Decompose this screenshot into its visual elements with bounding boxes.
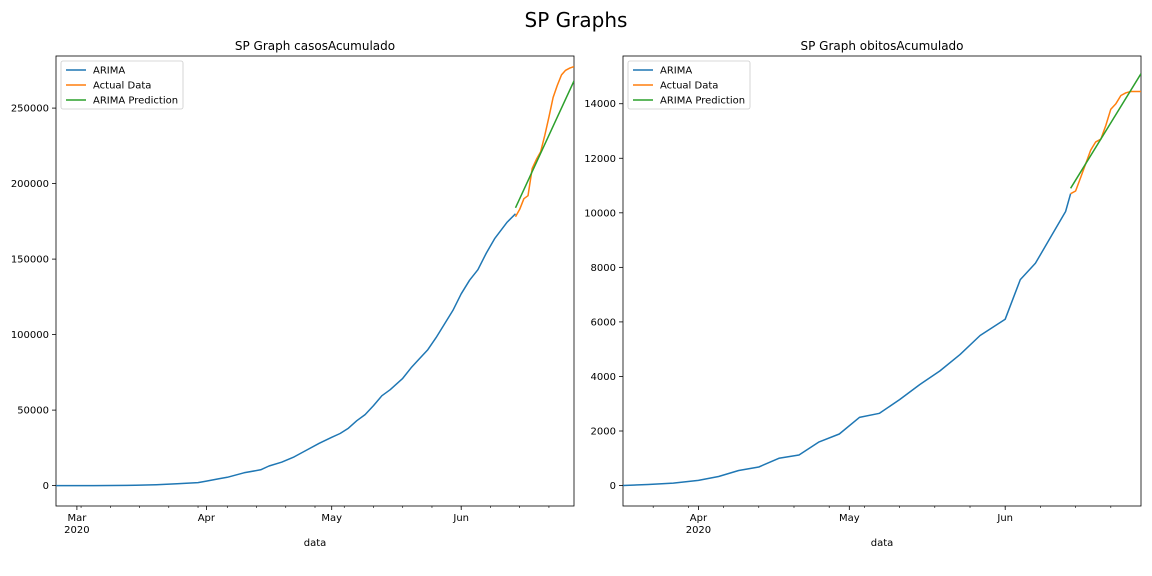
series-line-actual-data [514,65,574,218]
chart-title: SP Graph casosAcumulado [235,39,395,53]
axes-frame [622,55,1142,507]
legend-entry: ARIMA Prediction [93,96,178,107]
y-tick-label: 250000 [11,104,49,115]
legend-box [627,60,751,110]
series-line-arima-prediction [1069,73,1141,189]
y-tick-label: 0 [610,481,616,492]
x-axis-label: data [871,538,894,549]
x-axis-label: data [304,538,327,549]
figure-suptitle: SP Graphs [525,8,628,32]
x-tick-label: Apr [198,513,216,524]
y-tick-label: 0 [43,481,49,492]
legend-entry: Actual Data [93,81,151,92]
y-tick-label: 10000 [584,208,616,219]
x-tick-label: Jun [452,513,469,524]
x-tick-year-label: 2020 [64,525,89,536]
x-tick-label: May [321,513,342,524]
y-tick-label: 50000 [17,406,49,417]
legend: ARIMA Actual Data ARIMA Prediction [60,60,184,110]
y-tick-label: 8000 [591,263,616,274]
x-tick-label: Jun [996,513,1013,524]
y-tick-label: 12000 [584,154,616,165]
y-tick-label: 4000 [591,372,616,383]
y-tick-label: 200000 [11,179,49,190]
x-tick-label: Apr [690,513,708,524]
chart-obitos-acumulado: SP Graph obitosAcumulado 0 2000 4000 6000 800… [584,39,1142,549]
chart-title: SP Graph obitosAcumulado [800,39,963,53]
legend-entry: ARIMA [660,66,692,77]
legend: ARIMA Actual Data ARIMA Prediction [627,60,751,110]
x-tick-label: May [839,513,860,524]
series-line-arima [56,213,517,487]
legend-entry: ARIMA Prediction [660,96,745,107]
x-tick-label: Mar [67,513,87,524]
x-tick-year-label: 2020 [686,525,711,536]
legend-entry: ARIMA [93,66,125,77]
legend-box [60,60,184,110]
y-tick-label: 100000 [11,330,49,341]
chart-casos-acumulado: SP Graph casosAcumulado 0 50000 100000 15000… [11,39,575,549]
series-line-arima-prediction [514,80,574,209]
y-tick-label: 2000 [591,427,616,438]
legend-entry: Actual Data [660,81,718,92]
y-tick-label: 6000 [591,317,616,328]
series-line-arima [623,193,1072,487]
y-tick-label: 14000 [584,99,616,110]
y-tick-label: 150000 [11,255,49,266]
